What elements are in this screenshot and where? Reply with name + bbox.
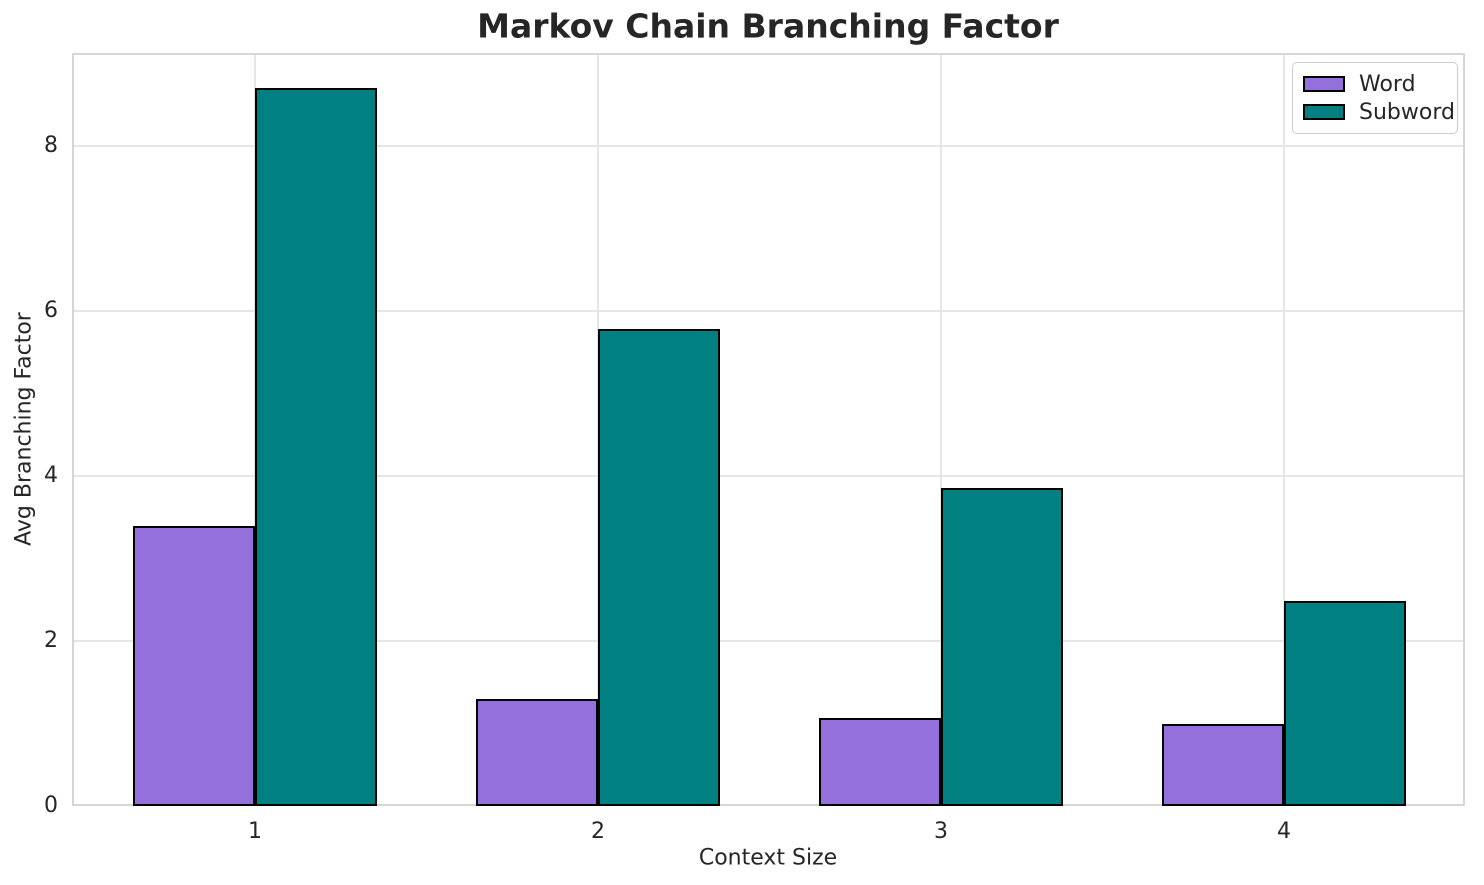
- legend: Word Subword: [1292, 62, 1458, 134]
- bar-subword-3: [941, 488, 1063, 806]
- gridline-y-2: [72, 640, 1465, 643]
- chart-title: Markov Chain Branching Factor: [477, 6, 1059, 46]
- x-tick-label-4: 4: [1277, 819, 1291, 844]
- bar-word-2: [476, 699, 598, 806]
- gridline-x-3: [940, 53, 942, 806]
- x-tick-label-2: 2: [591, 819, 605, 844]
- y-tick-label-2: 2: [44, 628, 58, 654]
- legend-swatch-subword: [1303, 104, 1345, 120]
- legend-item-word: Word: [1303, 71, 1447, 97]
- gridline-y-6: [72, 310, 1465, 313]
- bar-word-3: [819, 718, 941, 806]
- legend-item-subword: Subword: [1303, 99, 1455, 125]
- y-tick-label-4: 4: [44, 463, 58, 489]
- plot-area: Word Subword: [72, 53, 1465, 806]
- x-axis-label: Context Size: [698, 845, 838, 871]
- y-tick-label-8: 8: [44, 133, 58, 159]
- legend-label-word: Word: [1359, 71, 1416, 97]
- legend-label-subword: Subword: [1359, 99, 1455, 125]
- legend-swatch-word: [1303, 76, 1345, 92]
- x-tick-label-1: 1: [248, 819, 262, 844]
- bar-word-1: [133, 526, 255, 806]
- gridline-x-4: [1283, 53, 1285, 806]
- gridline-y-8: [72, 145, 1465, 148]
- y-tick-label-6: 6: [44, 298, 58, 324]
- y-tick-label-0: 0: [44, 793, 58, 818]
- x-tick-label-3: 3: [934, 819, 948, 844]
- bar-subword-1: [255, 88, 377, 806]
- gridline-y-4: [72, 475, 1465, 478]
- bar-word-4: [1162, 724, 1284, 806]
- y-axis-label: Avg Branching Factor: [11, 312, 37, 546]
- bar-subword-2: [598, 329, 720, 806]
- bar-subword-4: [1284, 601, 1406, 806]
